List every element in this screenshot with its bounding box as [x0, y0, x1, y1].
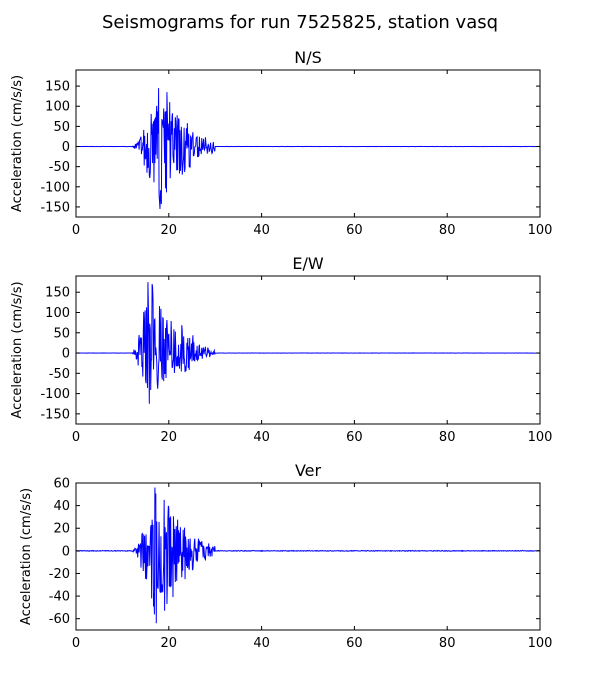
y-axis-label: Acceleration (cm/s/s)	[10, 75, 25, 212]
x-tick-label: 100	[528, 636, 553, 651]
y-tick-label: -40	[49, 590, 70, 605]
y-tick-label: 150	[45, 286, 70, 301]
x-tick-label: 0	[72, 430, 80, 445]
y-axis-label: Acceleration (cm/s/s)	[19, 488, 34, 625]
x-tick-label: 20	[161, 223, 178, 238]
y-tick-label: 40	[53, 499, 70, 514]
y-tick-label: -20	[49, 567, 70, 582]
x-tick-label: 60	[346, 223, 363, 238]
seismogram-trace	[76, 88, 540, 209]
x-tick-label: 60	[346, 636, 363, 651]
plot-frame	[75, 482, 541, 631]
x-tick-label: 100	[528, 430, 553, 445]
y-tick-label: 50	[53, 326, 70, 341]
seismogram-trace	[76, 487, 540, 624]
y-tick-label: 150	[45, 80, 70, 95]
x-tick-label: 40	[253, 636, 270, 651]
y-tick-label: -100	[40, 180, 70, 195]
y-tick-label: -60	[49, 612, 70, 627]
x-tick-label: 80	[439, 636, 456, 651]
subplot-ew: 0 20 40 60 80 100 -150 -100 -50 0 50 100 150 E/W Accel…	[10, 254, 552, 445]
y-tick-label: 0	[62, 347, 70, 362]
x-tick-label: 40	[253, 223, 270, 238]
subplot-ns: 0 20 40 60 80 100 -150 -100 -50 0 50 100 150 N/S Accel…	[10, 48, 552, 238]
y-tick-label: -50	[49, 160, 70, 175]
subplot-title: Ver	[295, 461, 322, 480]
plot-frame	[75, 275, 541, 425]
x-tick-label: 100	[528, 223, 553, 238]
figure-title: Seismograms for run 7525825, station vas…	[102, 12, 498, 33]
y-tick-label: -150	[40, 200, 70, 215]
x-tick-label: 80	[439, 223, 456, 238]
subplot-title: E/W	[292, 254, 324, 273]
y-tick-label: -50	[49, 367, 70, 382]
x-tick-label: 80	[439, 430, 456, 445]
x-tick-label: 20	[161, 636, 178, 651]
plot-frame	[75, 69, 541, 218]
y-tick-label: 50	[53, 120, 70, 135]
y-tick-label: 100	[45, 100, 70, 115]
x-tick-label: 60	[346, 430, 363, 445]
y-tick-label: 20	[53, 522, 70, 537]
y-tick-label: 100	[45, 306, 70, 321]
y-tick-label: -150	[40, 407, 70, 422]
seismogram-trace	[76, 282, 540, 404]
y-axis-label: Acceleration (cm/s/s)	[10, 281, 25, 418]
y-tick-label: 0	[62, 140, 70, 155]
x-tick-label: 20	[161, 430, 178, 445]
x-tick-label: 0	[72, 223, 80, 238]
y-tick-label: 0	[62, 544, 70, 559]
x-tick-label: 0	[72, 636, 80, 651]
x-tick-label: 40	[253, 430, 270, 445]
subplot-title: N/S	[294, 48, 322, 67]
y-tick-label: -100	[40, 387, 70, 402]
subplot-ver: 0 20 40 60 80 100 -60 -40 -20 0 20 40 60 Ver Accelerat…	[19, 461, 552, 651]
y-tick-label: 60	[53, 477, 70, 492]
